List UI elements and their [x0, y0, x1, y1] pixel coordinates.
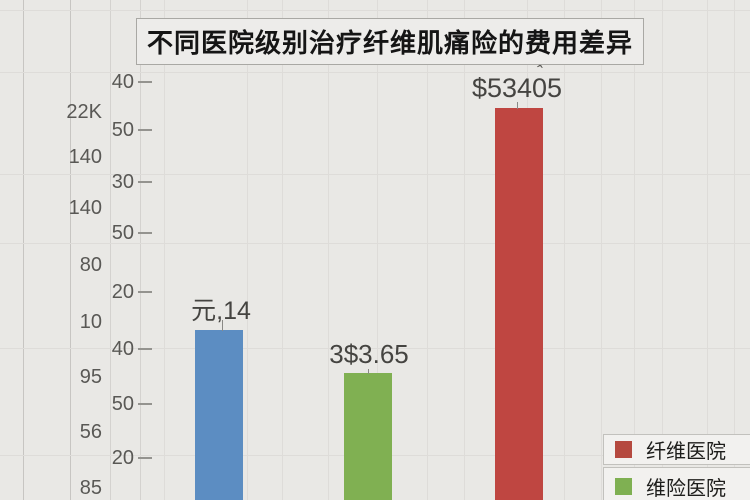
- y-axis-outer-label: 85: [79, 477, 102, 499]
- gridline-vertical: [377, 0, 378, 500]
- y-axis-outer-label: 10: [79, 311, 102, 333]
- axis-tick: [138, 291, 152, 293]
- legend-label: 纤维医院: [646, 441, 726, 463]
- legend-item: 维险医院: [603, 467, 750, 500]
- gridline-vertical: [662, 0, 663, 500]
- y-axis-line-inner: [140, 0, 141, 500]
- leader-line: [222, 320, 223, 331]
- y-axis-inner-label: 40: [111, 338, 134, 360]
- legend-swatch-red: [615, 441, 632, 458]
- y-axis-line-outer: [70, 0, 71, 500]
- leader-line: [517, 102, 518, 109]
- bar-red: [495, 108, 543, 500]
- gridline-horizontal: [0, 348, 750, 349]
- chart-title: 不同医院级别治疗纤维肌痛险的费用差异: [146, 28, 633, 58]
- y-axis-outer-label: 22K: [66, 101, 102, 123]
- y-axis-inner-label: 50: [111, 222, 134, 244]
- gridline-vertical: [427, 0, 428, 500]
- y-axis-inner-label: 20: [111, 281, 134, 303]
- gridline-horizontal: [0, 72, 750, 73]
- gridline-vertical: [164, 0, 165, 500]
- y-axis-inner-label: 40: [111, 71, 134, 93]
- bar-value-label: 3$3.65: [329, 339, 409, 369]
- y-axis-outer-label: 140: [68, 146, 102, 168]
- gridline-vertical: [734, 0, 735, 500]
- legend-item: 纤维医院: [603, 434, 750, 465]
- gridline-vertical: [464, 0, 465, 500]
- axis-tick: [138, 403, 152, 405]
- gridline-vertical: [247, 0, 248, 500]
- axis-tick: [138, 232, 152, 234]
- axis-tick: [138, 129, 152, 131]
- legend-label: 维险医院: [646, 477, 726, 500]
- bar-blue: [195, 330, 243, 500]
- gridline-vertical: [634, 0, 635, 500]
- gridline-horizontal: [0, 174, 750, 175]
- axis-tick: [138, 181, 152, 183]
- y-axis-inner-label: 50: [111, 119, 134, 141]
- gridline-vertical: [110, 0, 111, 500]
- y-axis-outer-label: 140: [68, 197, 102, 219]
- y-axis-inner-label: 50: [111, 393, 134, 415]
- y-axis-inner-label: 20: [111, 447, 134, 469]
- gridline-horizontal: [0, 243, 750, 244]
- leader-line: [368, 369, 369, 374]
- bar-green: [344, 373, 392, 500]
- axis-tick: [138, 457, 152, 459]
- axis-tick: [138, 348, 152, 350]
- gridline-vertical: [328, 0, 329, 500]
- y-axis-outer-label: 95: [79, 366, 102, 388]
- gridline-vertical: [564, 0, 565, 500]
- chart-title-box: 不同医院级别治疗纤维肌痛险的费用差异: [136, 18, 644, 65]
- gridline-vertical: [601, 0, 602, 500]
- bar-value-label: 元,14: [191, 297, 251, 325]
- gridline-vertical: [23, 0, 24, 500]
- y-axis-outer-label: 80: [79, 254, 102, 276]
- legend-swatch-green: [615, 477, 632, 495]
- axis-tick: [138, 81, 152, 83]
- y-axis-outer-label: 56: [79, 421, 102, 443]
- y-axis-inner-label: 30: [111, 171, 134, 193]
- gridline-horizontal: [0, 10, 750, 11]
- gridline-vertical: [707, 0, 708, 500]
- bar-value-label: $53405: [471, 73, 563, 103]
- gridline-vertical: [282, 0, 283, 500]
